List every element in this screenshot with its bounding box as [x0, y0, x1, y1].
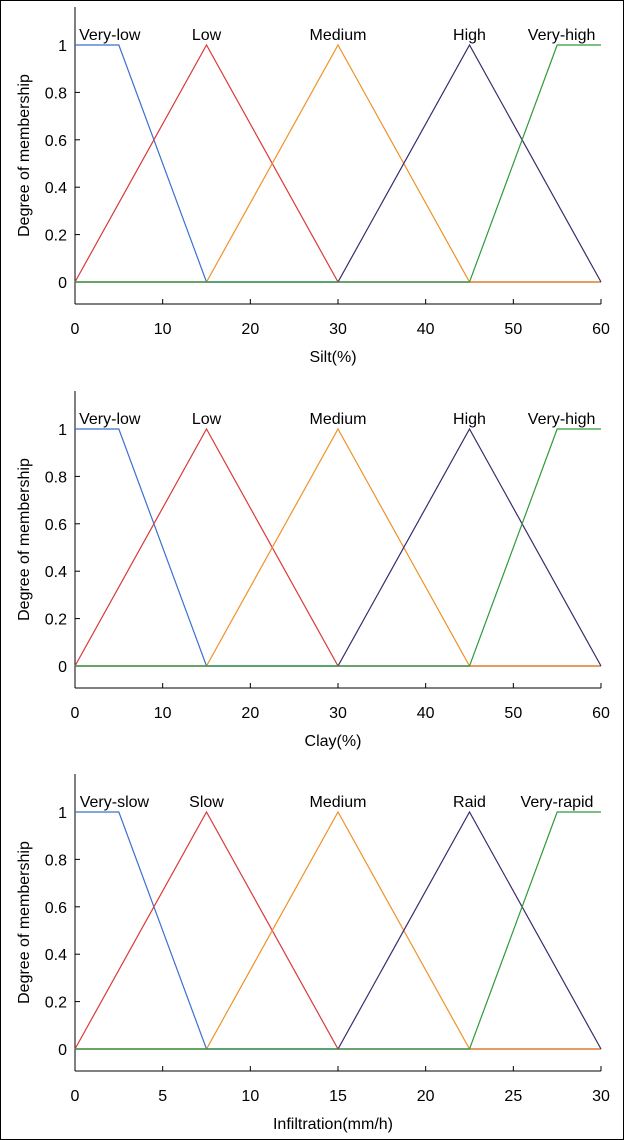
chart-panel-2: 00.20.40.60.810 10 20 30 40 50 60Clay(%)Degree… — [16, 391, 610, 750]
membership-label: Very-high — [528, 411, 596, 428]
x-tick-label: 0 — [71, 321, 80, 338]
x-tick-label: 0 — [71, 705, 80, 722]
y-tick-label: 1 — [58, 38, 67, 55]
x-tick-label: 10 — [241, 1088, 259, 1105]
y-axis-title: Degree of membership — [16, 458, 33, 621]
membership-line-very-rapid — [75, 811, 601, 1050]
x-tick-label: 10 — [154, 705, 172, 722]
y-tick-label: 0.2 — [45, 995, 67, 1012]
membership-line-low — [74, 427, 601, 667]
y-tick-label: 0.2 — [45, 612, 67, 629]
membership-line-medium — [75, 810, 601, 1050]
membership-line-medium — [75, 43, 601, 283]
membership-label: Medium — [310, 794, 367, 811]
membership-label: Low — [192, 27, 222, 44]
y-tick-label: 0.8 — [45, 469, 67, 486]
membership-label: Very-rapid — [521, 794, 594, 811]
membership-line-very-high — [75, 428, 601, 667]
y-tick-label: 0 — [58, 659, 67, 676]
y-tick-label: 0.4 — [45, 564, 67, 581]
x-tick-label: 60 — [592, 321, 610, 338]
x-axis-title: Silt(%) — [309, 349, 356, 366]
membership-line-very-slow — [75, 811, 601, 1050]
x-tick-label: 50 — [504, 705, 522, 722]
membership-line-low — [74, 43, 601, 283]
y-tick-label: 0.8 — [45, 85, 67, 102]
membership-line-high — [75, 427, 602, 667]
x-tick-label: 30 — [592, 1088, 610, 1105]
y-axis-title: Degree of membership — [16, 841, 33, 1004]
membership-label: Very-low — [79, 27, 141, 44]
y-tick-label: 1 — [58, 805, 67, 822]
membership-label: Low — [192, 411, 222, 428]
membership-line-slow — [74, 810, 601, 1050]
y-tick-label: 0.6 — [45, 900, 67, 917]
chart-panel-3: 00.20.40.60.810 5 10 15 20 25 30Infiltration(m… — [16, 774, 610, 1133]
membership-label: Very-high — [528, 27, 596, 44]
y-tick-label: 0 — [58, 1042, 67, 1059]
y-tick-label: 1 — [58, 422, 67, 439]
x-tick-label: 20 — [241, 321, 259, 338]
x-tick-label: 50 — [504, 321, 522, 338]
membership-line-high — [75, 43, 602, 283]
y-tick-label: 0.4 — [45, 947, 67, 964]
membership-label: Very-low — [79, 411, 141, 428]
membership-line-raid — [75, 810, 602, 1050]
x-axis-title: Clay(%) — [305, 733, 362, 750]
x-tick-label: 25 — [504, 1088, 522, 1105]
x-axis-title: Infiltration(mm/h) — [273, 1116, 393, 1133]
y-tick-label: 0.6 — [45, 133, 67, 150]
membership-line-very-low — [75, 44, 601, 283]
x-tick-label: 40 — [417, 321, 435, 338]
x-tick-label: 15 — [329, 1088, 347, 1105]
y-tick-label: 0.4 — [45, 180, 67, 197]
chart-panel-1: 00.20.40.60.810 10 20 30 40 50 60Silt(%)Degree… — [16, 7, 610, 366]
y-tick-label: 0.6 — [45, 517, 67, 534]
membership-label: Very-slow — [80, 794, 150, 811]
membership-label: Medium — [310, 411, 367, 428]
x-tick-label: 20 — [417, 1088, 435, 1105]
y-tick-label: 0.8 — [45, 852, 67, 869]
membership-label: Medium — [310, 27, 367, 44]
membership-line-very-high — [75, 44, 601, 283]
x-tick-label: 30 — [329, 705, 347, 722]
membership-label: High — [453, 411, 486, 428]
x-tick-label: 10 — [154, 321, 172, 338]
membership-label: Slow — [189, 794, 224, 811]
x-tick-label: 0 — [71, 1088, 80, 1105]
x-tick-label: 40 — [417, 705, 435, 722]
y-tick-label: 0.2 — [45, 228, 67, 245]
x-tick-label: 30 — [329, 321, 347, 338]
y-tick-label: 0 — [58, 275, 67, 292]
membership-label: Raid — [453, 794, 486, 811]
x-tick-label: 60 — [592, 705, 610, 722]
membership-line-medium — [75, 427, 601, 667]
membership-line-very-low — [75, 428, 601, 667]
x-tick-label: 5 — [158, 1088, 167, 1105]
y-axis-title: Degree of membership — [16, 74, 33, 237]
membership-label: High — [453, 27, 486, 44]
x-tick-label: 20 — [241, 705, 259, 722]
